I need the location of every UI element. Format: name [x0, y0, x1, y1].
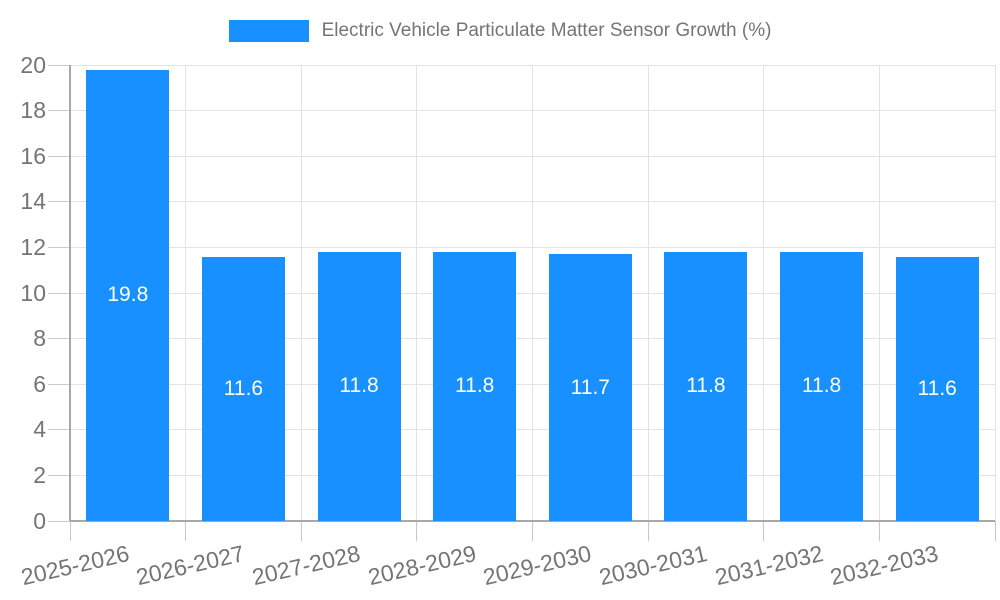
- bar[interactable]: 11.8: [317, 251, 401, 521]
- bar-value-label: 11.7: [570, 375, 610, 399]
- gridline: [994, 65, 996, 521]
- y-tick-label: 8: [33, 325, 46, 352]
- y-axis-tick: [48, 429, 70, 431]
- x-axis-tick: [185, 521, 187, 541]
- bar-value-label: 11.8: [455, 374, 495, 398]
- x-tick-label: 2025-2026: [18, 540, 132, 591]
- gridline: [763, 65, 765, 521]
- bar[interactable]: 11.8: [780, 251, 864, 521]
- y-tick-label: 12: [20, 233, 46, 260]
- x-tick-label: 2031-2032: [712, 540, 826, 591]
- y-axis-tick: [48, 246, 70, 248]
- bar[interactable]: 11.8: [433, 251, 517, 521]
- y-axis-tick: [48, 201, 70, 203]
- gridline: [532, 65, 533, 521]
- x-tick-label: 2028-2029: [365, 540, 479, 591]
- x-tick-label: 2027-2028: [249, 540, 363, 591]
- y-tick-label: 16: [20, 142, 46, 169]
- gridline: [647, 65, 649, 521]
- x-axis-tick: [647, 521, 649, 541]
- x-axis-line: [70, 520, 995, 522]
- x-axis-tick: [300, 521, 302, 541]
- x-axis-tick: [532, 521, 533, 541]
- y-axis-tick: [48, 292, 70, 294]
- bar-value-label: 19.8: [107, 283, 149, 307]
- x-axis-tick: [994, 521, 996, 541]
- x-tick-label: 2030-2031: [596, 540, 710, 591]
- x-axis-tick: [878, 521, 880, 541]
- y-tick-label: 18: [20, 97, 46, 124]
- bar-value-label: 11.8: [686, 374, 726, 398]
- x-tick-label: 2029-2030: [480, 540, 594, 591]
- y-axis-tick: [48, 338, 70, 340]
- bar-value-label: 11.6: [917, 376, 957, 400]
- y-axis-tick: [48, 520, 70, 522]
- legend-swatch-icon: [228, 20, 309, 42]
- legend-item[interactable]: Electric Vehicle Particulate Matter Sens…: [0, 17, 1000, 45]
- y-axis-tick: [48, 64, 70, 66]
- gridline: [300, 65, 302, 521]
- x-axis-tick: [763, 521, 765, 541]
- y-tick-label: 10: [20, 279, 46, 306]
- y-axis-tick: [48, 110, 70, 112]
- y-tick-label: 20: [20, 51, 46, 78]
- y-axis-tick: [48, 474, 70, 476]
- bar[interactable]: 11.8: [664, 251, 748, 521]
- x-tick-label: 2026-2027: [134, 540, 248, 591]
- y-axis-tick: [48, 383, 70, 385]
- bar-value-label: 11.6: [223, 376, 264, 400]
- y-axis-line: [69, 65, 71, 521]
- gridline: [185, 65, 187, 521]
- x-axis-tick: [416, 521, 418, 541]
- y-tick-label: 4: [33, 416, 46, 443]
- y-tick-label: 6: [33, 370, 46, 397]
- bar-value-label: 11.8: [801, 374, 842, 398]
- y-tick-label: 2: [33, 461, 46, 488]
- legend-label: Electric Vehicle Particulate Matter Sens…: [321, 20, 772, 41]
- gridline: [878, 65, 880, 521]
- bar[interactable]: 11.7: [548, 254, 632, 521]
- x-tick-label: 2032-2033: [827, 540, 941, 591]
- y-axis-tick: [48, 155, 70, 157]
- bar[interactable]: 19.8: [86, 69, 170, 521]
- gridline: [416, 65, 418, 521]
- bar-value-label: 11.8: [339, 374, 379, 398]
- bar[interactable]: 11.6: [895, 256, 979, 521]
- y-tick-label: 14: [20, 188, 46, 215]
- bar[interactable]: 11.6: [201, 256, 285, 521]
- x-axis-tick: [69, 521, 71, 541]
- y-tick-label: 0: [33, 507, 46, 534]
